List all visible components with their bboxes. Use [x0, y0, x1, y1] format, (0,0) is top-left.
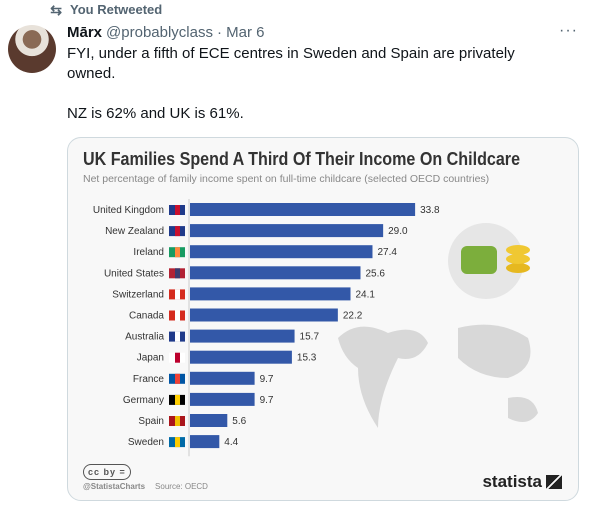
category-label: New Zealand	[105, 226, 164, 237]
data-label: 25.6	[365, 268, 385, 279]
data-label: 22.2	[343, 311, 363, 322]
bar-chart: United Kingdom 33.8 New Zealand 29.0 Ireland…	[93, 199, 538, 457]
category-label: Australia	[125, 332, 164, 343]
author-handle[interactable]: @probablyclass	[106, 24, 213, 41]
bar	[190, 308, 338, 322]
retweet-indicator: ⇆ You Retweeted	[40, 2, 162, 18]
flag-icon-stripe	[175, 205, 180, 215]
chart-title: UK Families Spend A Third Of Their Incom…	[83, 148, 521, 169]
brand-name: statista	[482, 472, 542, 491]
author-name[interactable]: Mārx	[67, 24, 103, 41]
category-label: Ireland	[133, 247, 164, 258]
tweet-date[interactable]: · Mar 6	[216, 24, 265, 41]
bar	[190, 371, 255, 385]
category-label: France	[133, 374, 165, 385]
category-label: Japan	[137, 353, 164, 364]
bar	[190, 392, 255, 406]
flag-icon-stripe	[175, 331, 180, 342]
data-label: 27.4	[377, 247, 397, 258]
chart-footer-block: cc by = @StatistaCharts Source: OECD	[83, 464, 208, 492]
data-label: 4.4	[224, 437, 238, 448]
data-label: 9.7	[260, 374, 274, 385]
bar	[190, 287, 351, 301]
bar	[190, 266, 361, 280]
avatar[interactable]	[8, 25, 56, 73]
data-label: 5.6	[232, 416, 246, 427]
bar	[190, 414, 228, 427]
bar	[190, 329, 295, 343]
category-label: Spain	[138, 416, 164, 427]
category-label: Germany	[123, 395, 164, 406]
category-label: Canada	[129, 311, 164, 322]
statista-logo: statista	[482, 472, 562, 492]
data-label: 33.8	[420, 205, 440, 216]
bar	[190, 435, 220, 449]
bar	[190, 245, 373, 259]
world-map-decoration	[338, 223, 538, 428]
flag-icon-stripe	[175, 394, 180, 405]
chart-footer: @StatistaCharts Source: OECD	[83, 482, 208, 492]
category-label: United States	[104, 268, 164, 279]
creative-commons-icons: cc by =	[83, 464, 131, 480]
category-label: United Kingdom	[93, 205, 164, 216]
data-label: 15.7	[300, 332, 320, 343]
flag-icon-stripe	[175, 226, 180, 237]
data-label: 9.7	[260, 395, 274, 406]
data-label: 15.3	[297, 353, 317, 364]
data-label: 29.0	[388, 226, 408, 237]
category-label: Sweden	[128, 437, 164, 448]
bar	[190, 224, 384, 238]
flag-icon-stripe	[175, 352, 180, 363]
tweet-header: Mārx @probablyclass · Mar 6	[67, 24, 265, 42]
flag-icon-stripe	[175, 416, 180, 426]
bar	[190, 203, 416, 216]
chart-subtitle: Net percentage of family income spent on…	[83, 173, 490, 185]
flag-icon-stripe	[175, 247, 180, 258]
more-options-icon[interactable]: ···	[559, 22, 578, 39]
chart-credit: @StatistaCharts	[83, 482, 146, 491]
retweet-icon: ⇆	[50, 2, 62, 18]
retweet-label: You Retweeted	[70, 2, 163, 17]
chart-source: Source: OECD	[155, 482, 208, 491]
tweet-text: FYI, under a fifth of ECE centres in Swe…	[67, 45, 515, 122]
category-label: Switzerland	[112, 289, 164, 300]
statista-logo-icon	[546, 475, 562, 489]
flag-icon-stripe	[175, 373, 180, 384]
chart-image[interactable]: UK Families Spend A Third Of Their Incom…	[67, 137, 579, 501]
flag-icon-stripe	[175, 268, 180, 279]
flag-icon-stripe	[175, 289, 180, 300]
bar	[190, 350, 292, 364]
flag-icon-stripe	[175, 310, 180, 321]
flag-icon-stripe	[175, 437, 180, 448]
data-label: 24.1	[356, 289, 376, 300]
